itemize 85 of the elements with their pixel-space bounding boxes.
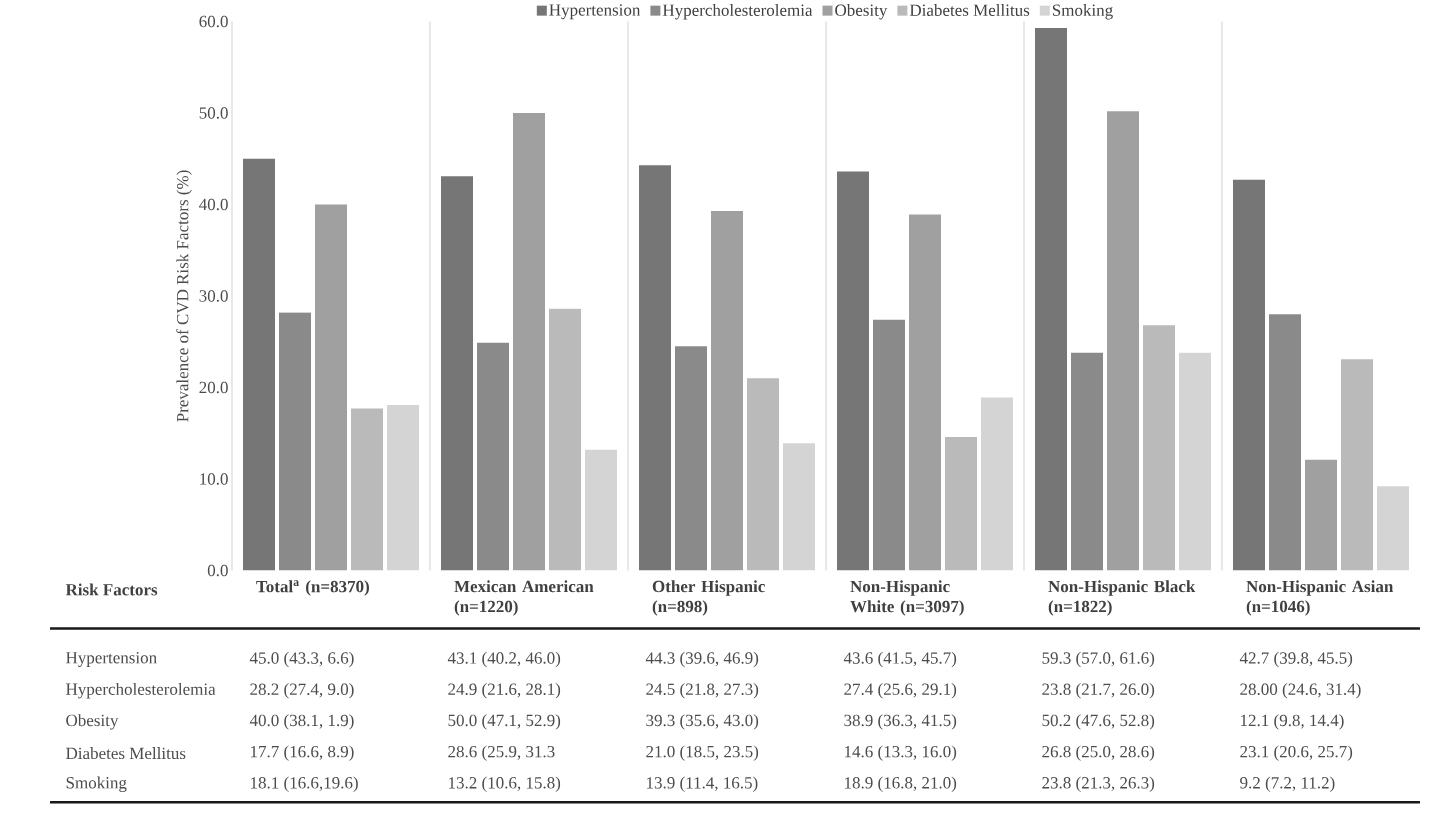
y-tick-label: 60.0	[199, 15, 228, 28]
data-label: 38.9 (36.3, 41.5)	[844, 713, 957, 730]
data-label: 24.9 (21.6, 28.1)	[448, 682, 561, 699]
legend-label: Hypertension	[549, 4, 641, 19]
data-label: 42.7 (39.8, 45.5)	[1239, 651, 1353, 667]
data-label: 28.2 (27.4, 9.0)	[250, 682, 354, 699]
y-tick-label: 40.0	[199, 198, 228, 211]
data-label: 43.1 (40.2, 46.0)	[447, 651, 561, 667]
text: Diabetes Mellitus	[66, 746, 186, 759]
y-tick-label: 0.0	[207, 564, 228, 577]
data-label: 9.2 (7.2, 11.2)	[1240, 776, 1335, 792]
x-tick-label: Other Hispanic (n=898)	[652, 580, 765, 616]
x-tick-label: Non-Hispanic Black (n=1822)	[1048, 580, 1196, 616]
bar	[909, 214, 941, 571]
bar	[441, 175, 473, 571]
x-tick-label: Non-Hispanic White (n=3097)	[850, 580, 964, 616]
text: Hypercholesterolemia	[66, 682, 216, 699]
data-label: 21.0 (18.5, 23.5)	[646, 745, 759, 761]
data-label: 23.1 (20.6, 25.7)	[1240, 745, 1353, 761]
text: Hypertension	[66, 651, 157, 667]
legend-label: Smoking	[1052, 3, 1113, 20]
y-tick-label: 50.0	[199, 106, 228, 119]
data-label: 40.0 (38.1, 1.9)	[249, 713, 354, 730]
x-tick-label: Non-Hispanic Asian (n=1046)	[1246, 580, 1394, 616]
y-tick-label: 20.0	[199, 381, 228, 394]
bar	[585, 449, 617, 571]
bar	[1143, 325, 1175, 571]
bar	[513, 112, 545, 571]
bar	[315, 204, 347, 571]
bar	[1179, 352, 1211, 571]
bar	[279, 312, 311, 571]
bar	[1035, 27, 1067, 571]
bar	[1305, 459, 1337, 571]
data-label: 12.1 (9.8, 14.4)	[1241, 713, 1344, 730]
bar	[1269, 314, 1301, 571]
bar	[1341, 358, 1373, 571]
bar	[711, 210, 743, 571]
y-tick-label: 30.0	[199, 289, 228, 302]
bar	[747, 378, 779, 571]
bar	[873, 319, 905, 571]
bar	[549, 308, 581, 571]
text: Obesity	[66, 713, 119, 730]
data-label: 13.2 (10.6, 15.8)	[449, 776, 561, 792]
bar	[351, 408, 383, 571]
data-label: 27.4 (25.6, 29.1)	[844, 682, 957, 699]
data-label: 28.6 (25.9, 31.3	[448, 745, 555, 761]
bar	[945, 436, 977, 571]
y-tick-label: 10.0	[200, 472, 228, 485]
text: Smoking	[66, 776, 127, 792]
bar	[981, 397, 1013, 571]
legend-label: Hypercholesterolemia	[662, 3, 813, 20]
legend-label: Diabetes Mellitus	[909, 3, 1030, 16]
data-label: 39.3 (35.6, 43.0)	[646, 713, 759, 730]
bar	[243, 158, 275, 571]
x-tick-label: Total$^{a}$ (n=8370)	[256, 580, 369, 596]
bar	[639, 164, 671, 571]
data-label: 50.0 (47.1, 52.9)	[448, 713, 561, 730]
data-label: 18.1 (16.6,19.6)	[251, 776, 358, 792]
data-label: 23.8 (21.3, 26.3)	[1042, 776, 1155, 792]
data-label: 44.3 (39.6, 46.9)	[645, 651, 759, 667]
bar	[1377, 486, 1409, 571]
data-label: 43.6 (41.5, 45.7)	[843, 651, 957, 667]
legend-label: Obesity	[835, 3, 888, 20]
bar	[387, 404, 419, 571]
bar	[1071, 352, 1103, 571]
bar	[675, 346, 707, 571]
bar	[1107, 110, 1139, 571]
data-label: 23.8 (21.7, 26.0)	[1042, 682, 1155, 699]
data-label: 17.7 (16.6, 8.9)	[251, 745, 354, 761]
bar	[1233, 179, 1265, 571]
data-label: 24.5 (21.8, 27.3)	[646, 682, 759, 699]
data-label: 59.3 (57.0, 61.6)	[1042, 651, 1155, 667]
bar	[477, 342, 509, 571]
data-label: 13.9 (11.4, 16.5)	[647, 776, 758, 792]
x-tick-label: Mexican American (n=1220)	[454, 580, 594, 616]
data-label: 28.00 (24.6, 31.4)	[1240, 682, 1361, 699]
data-label: 26.8 (25.0, 28.6)	[1042, 745, 1155, 761]
data-label: 45.0 (43.3, 6.6)	[249, 651, 354, 667]
bar	[783, 443, 815, 571]
data-label: 50.2 (47.6, 52.8)	[1042, 713, 1155, 730]
y-axis-title: Prevalence of CVD Risk Factors (%)	[176, 170, 192, 422]
text: Risk Factors	[65, 583, 158, 596]
bar	[837, 171, 869, 571]
data-label: 14.6 (13.3, 16.0)	[845, 745, 957, 761]
data-label: 18.9 (16.8, 21.0)	[845, 776, 957, 792]
